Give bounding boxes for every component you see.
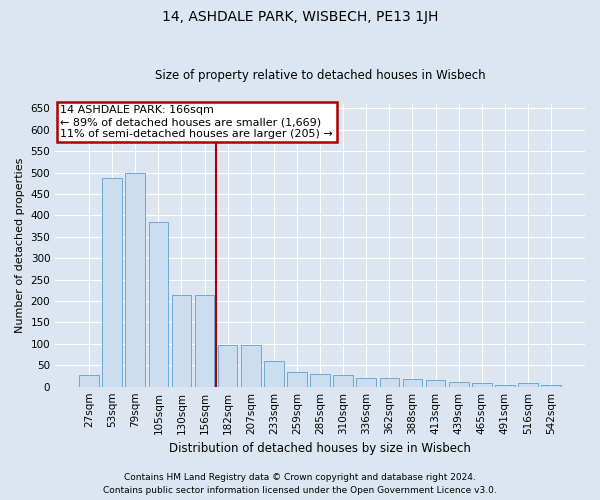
Bar (195, 296, 214, 386)
Bar (426, 380, 445, 386)
Bar (149, 222, 168, 386)
Title: Size of property relative to detached houses in Wisbech: Size of property relative to detached ho… (155, 69, 485, 82)
Bar (380, 378, 399, 386)
Bar (310, 374, 330, 386)
Y-axis label: Number of detached properties: Number of detached properties (15, 158, 25, 333)
Text: 14 ASHDALE PARK: 166sqm
← 89% of detached houses are smaller (1,669)
11% of semi: 14 ASHDALE PARK: 166sqm ← 89% of detache… (61, 106, 333, 138)
Bar (79, 375, 99, 386)
Bar (472, 384, 491, 386)
Bar (403, 380, 422, 386)
Bar (103, 178, 122, 386)
Bar (334, 375, 353, 386)
Bar (495, 384, 515, 386)
Bar (449, 382, 469, 386)
Bar (264, 361, 284, 386)
Bar (541, 384, 561, 386)
X-axis label: Distribution of detached houses by size in Wisbech: Distribution of detached houses by size … (169, 442, 471, 455)
Bar (356, 378, 376, 386)
Bar (218, 345, 238, 387)
Bar (241, 345, 260, 387)
Bar (172, 296, 191, 386)
Text: 14, ASHDALE PARK, WISBECH, PE13 1JH: 14, ASHDALE PARK, WISBECH, PE13 1JH (162, 10, 438, 24)
Bar (518, 384, 538, 386)
Text: Contains HM Land Registry data © Crown copyright and database right 2024.
Contai: Contains HM Land Registry data © Crown c… (103, 474, 497, 495)
Bar (125, 172, 145, 386)
Bar (287, 372, 307, 386)
